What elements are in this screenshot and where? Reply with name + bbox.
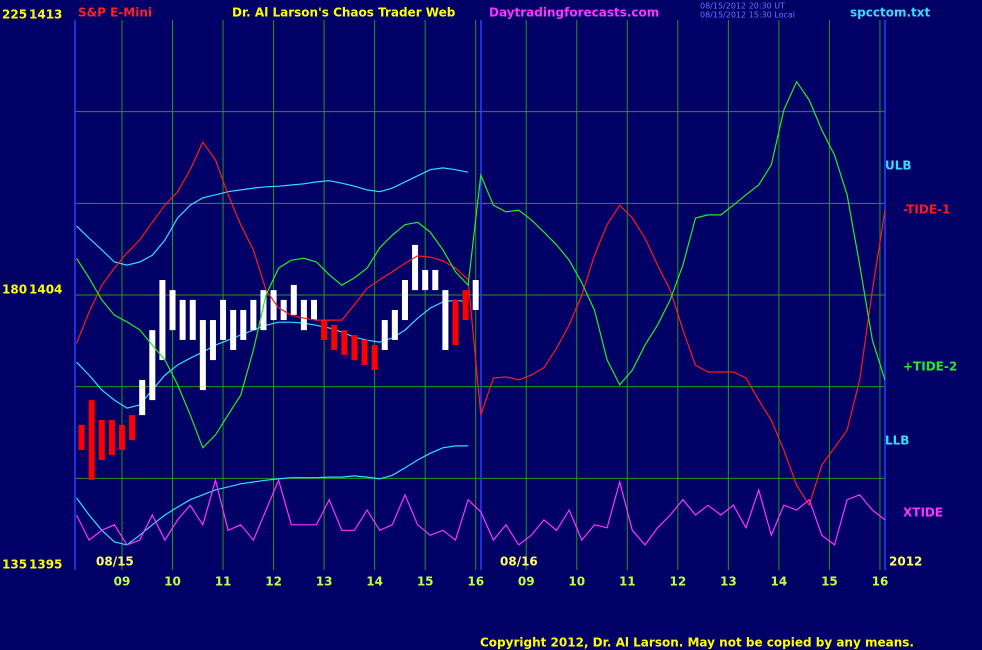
price-bar [321,320,328,340]
price-bar [108,419,115,456]
legend-label: +TIDE-2 [903,360,957,374]
price-bar [432,269,439,291]
price-bar [179,299,186,340]
x-tick-label: 12 [669,575,686,589]
x-tick-label: 10 [568,575,585,589]
price-bar [98,419,105,460]
price-bar [280,299,287,321]
file-name: spcctom.txt [850,6,930,20]
series-line [75,477,886,546]
price-bar [361,339,368,365]
x-tick-label: 10 [164,575,181,589]
price-bar [88,400,95,480]
price-bar [412,244,419,291]
y2-tick-label: 180 [2,283,27,297]
y-tick-label: 1395 [29,558,62,572]
x-tick-label: 09 [518,575,535,589]
price-bar [118,424,125,450]
chart-title: Dr. Al Larson's Chaos Trader Web [232,6,456,20]
x-tick-label: 14 [366,575,383,589]
series-line [75,80,886,449]
legend-label: LLB [885,434,909,448]
price-bar [240,309,247,340]
price-bar [260,290,267,331]
price-bar [149,330,156,401]
plot [75,80,886,546]
price-bar [311,299,318,321]
price-bar [300,299,307,331]
price-bar [220,299,227,340]
series-line [76,445,469,546]
date-label: 08/16 [500,555,538,569]
y2-tick-label: 225 [2,8,27,22]
y2-tick-label: 135 [2,558,27,572]
price-bar [452,299,459,346]
price-bar [169,290,176,331]
x-tick-label: 15 [417,575,434,589]
legend-label: -TIDE-1 [903,203,950,217]
price-bar [189,299,196,340]
series-line [76,167,469,266]
series-line [75,141,886,507]
price-bar [422,269,429,291]
price-bar [129,415,136,441]
x-tick-label: 16 [872,575,889,589]
x-tick-label: 09 [114,575,131,589]
price-bar [270,290,277,321]
price-bar [290,284,297,315]
x-tick-label: 11 [215,575,232,589]
date-label: 08/15 [96,555,134,569]
x-tick-label: 14 [771,575,788,589]
labels: 09 10 11 12 13 14 15 16 09 10 11 12 13 14 15 16 135 180 22… [2,8,957,589]
price-bar [401,280,408,321]
price-bar [462,290,469,321]
price-bar [230,309,237,350]
x-tick-label: 12 [265,575,282,589]
date-label: 2012 [889,555,922,569]
timestamp: 08/15/2012 15:30 Local [700,11,795,20]
legend-label: ULB [885,159,912,173]
price-bar [371,345,378,370]
price-bar [391,309,398,340]
price-bar [331,324,338,350]
price-bar [351,335,358,361]
price-bar [341,330,348,355]
y-tick-label: 1404 [29,283,62,297]
instrument: S&P E-Mini [78,6,152,20]
price-bar [159,280,166,361]
price-bar [472,280,479,310]
price-bar [442,290,449,350]
price-bar [381,320,388,350]
price-bar [250,299,257,331]
price-bar [78,424,85,450]
timestamp: 08/15/2012 20:30 UT [700,2,785,11]
website: Daytradingforecasts.com [489,6,659,20]
x-tick-label: 15 [821,575,838,589]
copyright: Copyright 2012, Dr. Al Larson. May not b… [480,636,914,650]
y-tick-label: 1413 [29,8,62,22]
price-bar [199,320,206,391]
legend-label: XTIDE [903,506,943,520]
x-tick-label: 11 [619,575,636,589]
x-tick-label: 13 [316,575,333,589]
price-bar [139,379,146,416]
x-tick-label: 13 [720,575,737,589]
x-tick-label: 16 [467,575,484,589]
price-bar [209,320,216,361]
